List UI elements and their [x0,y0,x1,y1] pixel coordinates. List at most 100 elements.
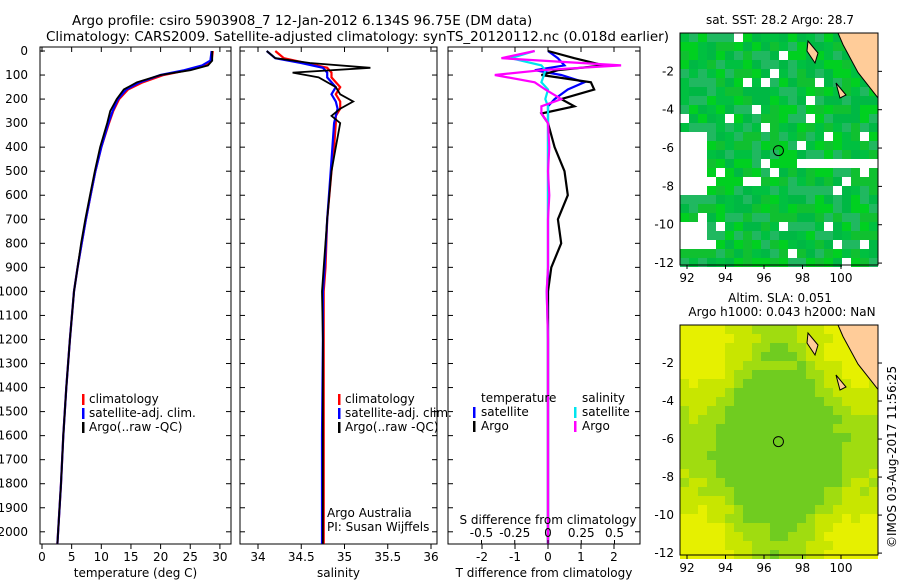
map-cell [707,132,716,141]
map-cell [815,114,824,123]
map-cell [770,222,779,231]
map-cell [698,213,707,222]
map-cell [689,424,698,433]
map-cell [797,424,806,433]
map-cell [707,352,716,361]
map-cell [698,87,707,96]
map-cell [752,379,761,388]
map-cell [842,222,851,231]
map-cell [761,231,770,240]
map-cell [734,442,743,451]
map-cell [833,523,842,532]
map-cell [869,424,878,433]
map-cell [743,114,752,123]
map-cell [824,96,833,105]
map-cell [788,258,797,267]
map-cell [806,69,815,78]
map-cell [716,514,725,523]
map-cell [743,87,752,96]
map-cell [851,469,860,478]
map-cell [725,343,734,352]
map-cell [743,325,752,334]
map-cell [824,168,833,177]
map-cell [815,177,824,186]
map-cell [779,168,788,177]
x-tick-label: -1 [509,550,521,564]
map-cell [752,541,761,550]
map-cell [842,469,851,478]
map-cell [743,159,752,168]
map-cell [734,496,743,505]
map-cell [842,177,851,186]
map-cell [860,195,869,204]
map-cell [833,460,842,469]
map-cell [788,379,797,388]
map-cell [824,150,833,159]
map-cell [707,397,716,406]
map-cell [734,78,743,87]
legend-label: Argo(..raw -QC) [89,420,182,434]
map-cell [797,60,806,69]
map-cell [824,469,833,478]
map-cell [779,114,788,123]
map-cell [770,370,779,379]
map-cell [761,132,770,141]
map-cell [851,451,860,460]
map-cell [716,388,725,397]
map-cell [806,424,815,433]
map-cell [707,258,716,267]
map-cell [698,204,707,213]
map-cell [725,397,734,406]
map-cell [770,325,779,334]
map-cell [797,168,806,177]
map-cell [680,78,689,87]
map-cell [824,42,833,51]
map-cell [743,258,752,267]
map-cell [689,240,698,249]
map-cell [860,451,869,460]
map-cell [761,325,770,334]
series-line-climatology [274,50,342,544]
map-cell [815,249,824,258]
y-tick-label: 1700 [0,453,28,467]
map-cell [716,496,725,505]
map-cell [743,451,752,460]
map-cell [833,442,842,451]
map-cell [752,222,761,231]
map-cell [689,177,698,186]
map-cell [707,105,716,114]
legend-swatch [82,394,85,405]
map-cell [833,352,842,361]
map-cell [869,249,878,258]
map-cell [698,114,707,123]
map-cell [689,96,698,105]
x-tick-label: 96 [756,561,771,575]
map-cell [689,213,698,222]
map-cell [833,150,842,159]
map-cell [689,523,698,532]
map-cell [707,460,716,469]
map-cell [734,177,743,186]
map-cell [707,406,716,415]
map-cell [734,379,743,388]
map-cell [842,195,851,204]
map-cell [734,60,743,69]
map-cell [761,240,770,249]
map-cell [833,397,842,406]
map-cell [698,33,707,42]
map-cell [815,496,824,505]
map-cell [788,105,797,114]
map-cell [806,231,815,240]
map-cell [779,514,788,523]
map-cell [851,96,860,105]
map-cell [824,541,833,550]
map-cell [833,141,842,150]
legend-label: climatology [345,392,415,406]
map-cell [779,442,788,451]
map-cell [806,240,815,249]
map-cell [788,159,797,168]
map-cell [707,424,716,433]
map-cell [860,231,869,240]
legend-label: Argo(..raw -QC) [345,420,438,434]
map-cell [833,240,842,249]
